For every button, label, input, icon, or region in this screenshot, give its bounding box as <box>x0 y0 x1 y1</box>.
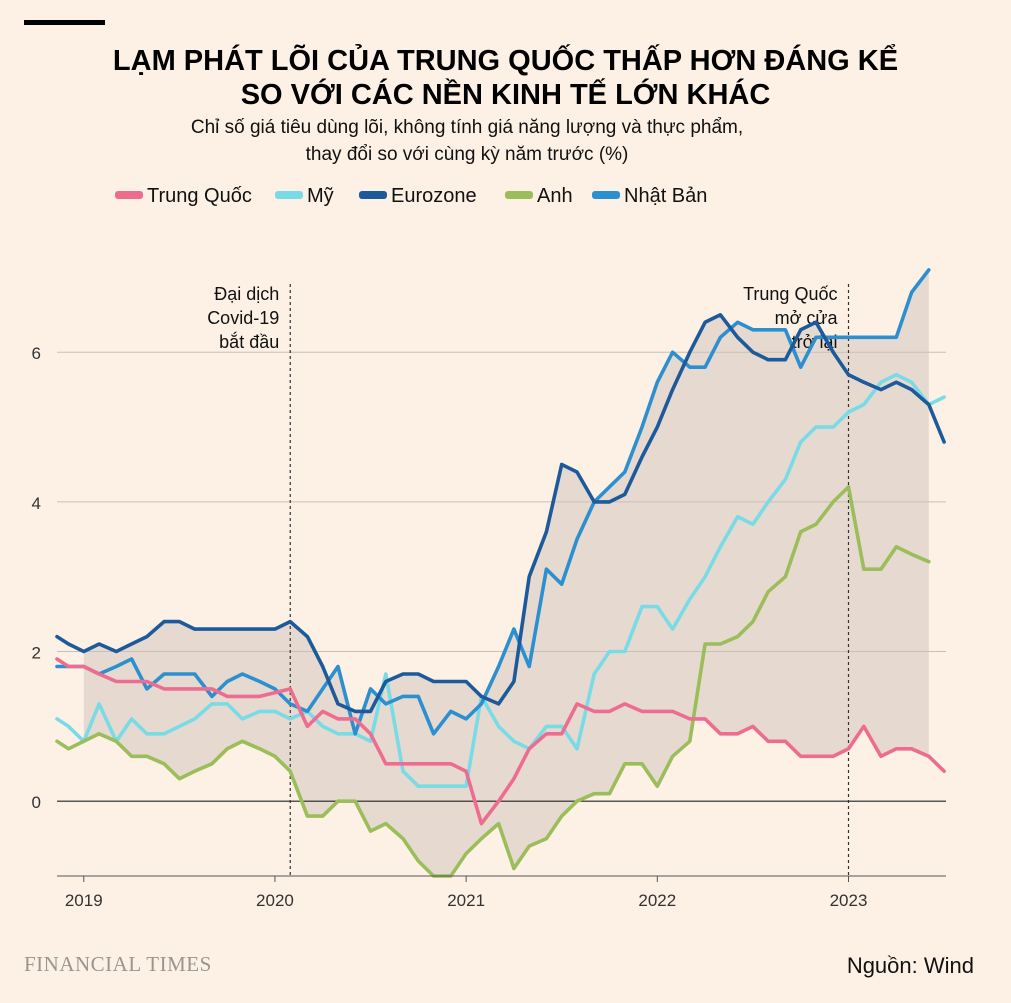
legend-label-anh: Anh <box>537 185 573 207</box>
series-line-nhat-ban <box>55 268 931 736</box>
title-line-1: LẠM PHÁT LÕI CỦA TRUNG QUỐC THẤP HƠN ĐÁN… <box>112 45 899 77</box>
legend-label-trung-quoc: Trung Quốc <box>147 185 252 207</box>
y-tick-label: 0 <box>32 793 41 812</box>
annotation-text: Đại dịch <box>214 284 279 304</box>
shaded-range-area <box>83 269 929 876</box>
legend-item-eurozone: Eurozone <box>359 184 477 208</box>
subtitle-line-2: thay đổi so với cùng kỳ năm trước (%) <box>305 144 629 165</box>
series-line-trung-quoc <box>55 657 946 826</box>
source-note: Nguồn: Wind <box>846 953 974 978</box>
legend-label-nhat-ban: Nhật Bản <box>624 185 708 207</box>
legend-swatch-my <box>275 190 303 199</box>
brand-logo: FINANCIAL TIMES <box>24 952 212 976</box>
x-tick-label: 2019 <box>65 891 103 910</box>
x-tick-label: 2022 <box>638 891 676 910</box>
x-tick-label: 2021 <box>447 891 485 910</box>
legend-label-eurozone: Eurozone <box>391 185 477 207</box>
x-tick-label: 2020 <box>256 891 294 910</box>
y-tick-label: 4 <box>32 494 41 513</box>
annotation-text: Covid-19 <box>207 308 279 328</box>
chart-title: LẠM PHÁT LÕI CỦA TRUNG QUỐC THẤP HƠN ĐÁN… <box>0 44 1011 112</box>
series-line-eurozone <box>55 313 946 714</box>
legend-item-nhat-ban: Nhật Bản <box>592 184 707 208</box>
annotation-text: Trung Quốc <box>743 284 837 304</box>
annotation-text: bắt đầu <box>219 331 279 352</box>
y-tick-label: 6 <box>32 344 41 363</box>
subtitle-line-1: Chỉ số giá tiêu dùng lõi, không tính giá… <box>190 117 744 138</box>
legend-item-trung-quoc: Trung Quốc <box>115 184 252 208</box>
annotation-text: mở cửa <box>775 308 839 328</box>
y-tick-label: 2 <box>32 644 41 663</box>
legend-swatch-nhat-ban <box>592 190 620 199</box>
legend-swatch-trung-quoc <box>115 190 143 199</box>
legend-swatch-eurozone <box>359 190 387 199</box>
x-tick-label: 2023 <box>830 891 868 910</box>
legend-label-my: Mỹ <box>307 185 334 207</box>
header-rule <box>24 20 105 25</box>
title-line-2: SO VỚI CÁC NỀN KINH TẾ LỚN KHÁC <box>240 79 771 111</box>
legend-swatch-anh <box>505 190 533 199</box>
legend-item-my: Mỹ <box>275 184 334 208</box>
legend-item-anh: Anh <box>505 184 573 208</box>
chart-subtitle: Chỉ số giá tiêu dùng lõi, không tính giá… <box>0 114 934 168</box>
series-line-anh <box>55 485 931 878</box>
series-line-my <box>55 372 946 788</box>
